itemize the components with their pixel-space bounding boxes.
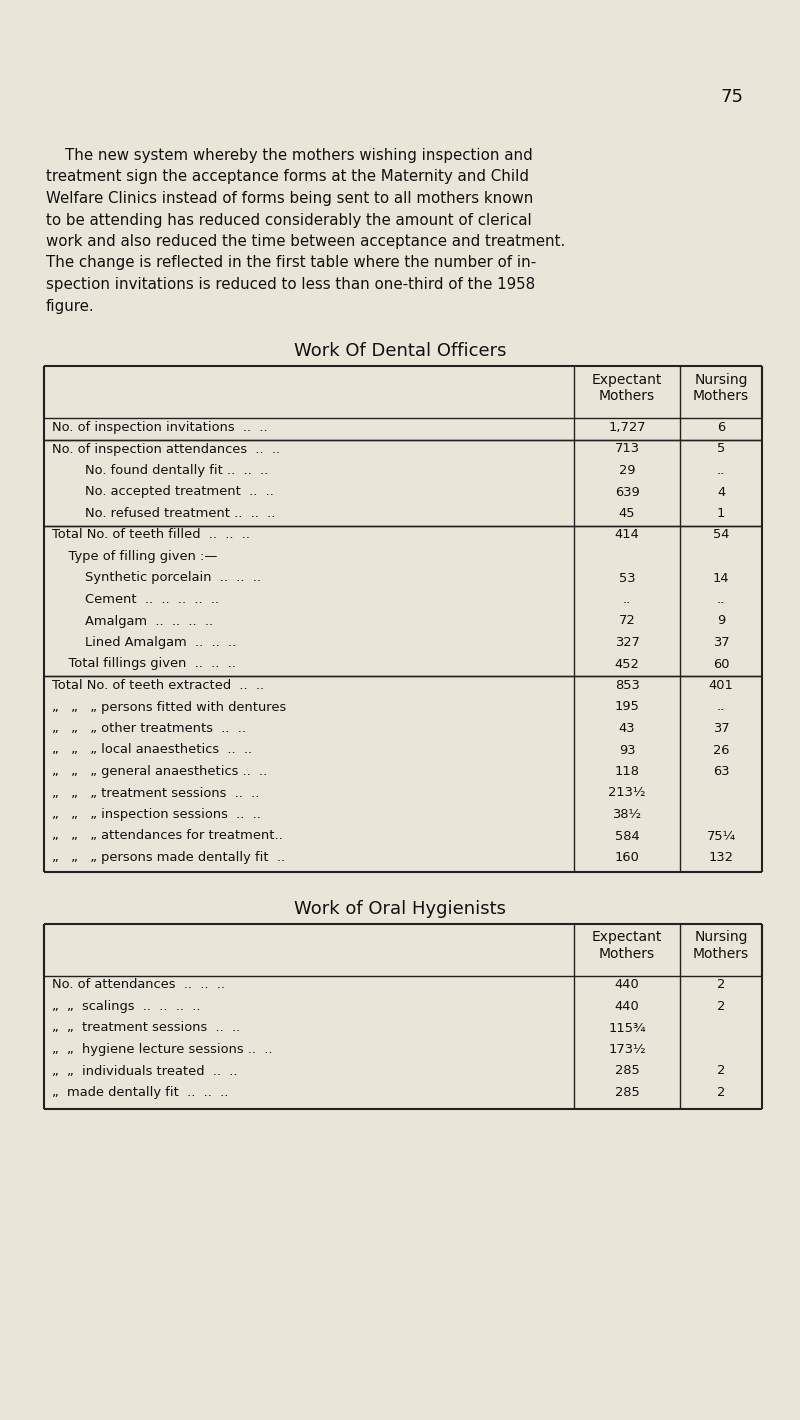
Text: „   „   „ inspection sessions  ..  ..: „ „ „ inspection sessions .. .. [52,808,261,821]
Text: spection invitations is reduced to less than one-third of the 1958: spection invitations is reduced to less … [46,277,535,293]
Text: Total fillings given  ..  ..  ..: Total fillings given .. .. .. [52,657,236,670]
Text: Total No. of teeth extracted  ..  ..: Total No. of teeth extracted .. .. [52,679,264,692]
Text: „  „  hygiene lecture sessions ..  ..: „ „ hygiene lecture sessions .. .. [52,1044,273,1056]
Text: No. of inspection invitations  ..  ..: No. of inspection invitations .. .. [52,420,268,435]
Text: „   „   „ local anaesthetics  ..  ..: „ „ „ local anaesthetics .. .. [52,744,252,757]
Text: The new system whereby the mothers wishing inspection and: The new system whereby the mothers wishi… [46,148,533,163]
Text: 440: 440 [614,978,639,991]
Text: Cement  ..  ..  ..  ..  ..: Cement .. .. .. .. .. [52,594,219,606]
Text: 26: 26 [713,744,730,757]
Text: 2: 2 [717,1000,725,1012]
Text: 452: 452 [614,657,639,670]
Text: Nursing
Mothers: Nursing Mothers [693,930,749,961]
Text: 53: 53 [618,571,635,585]
Text: No. found dentally fit ..  ..  ..: No. found dentally fit .. .. .. [52,464,268,477]
Text: ..: .. [717,464,725,477]
Text: 2: 2 [717,1086,725,1099]
Text: Synthetic porcelain  ..  ..  ..: Synthetic porcelain .. .. .. [52,571,261,585]
Text: No. refused treatment ..  ..  ..: No. refused treatment .. .. .. [52,507,275,520]
Text: 173½: 173½ [608,1044,646,1056]
Text: ..: .. [623,594,631,606]
Text: Expectant
Mothers: Expectant Mothers [592,373,662,403]
Text: 327: 327 [614,636,639,649]
Text: Lined Amalgam  ..  ..  ..: Lined Amalgam .. .. .. [52,636,236,649]
Text: „   „   „ persons made dentally fit  ..: „ „ „ persons made dentally fit .. [52,851,285,863]
Text: 440: 440 [614,1000,639,1012]
Text: Amalgam  ..  ..  ..  ..: Amalgam .. .. .. .. [52,615,213,628]
Text: figure.: figure. [46,298,94,314]
Text: Work of Oral Hygienists: Work of Oral Hygienists [294,899,506,917]
Text: 118: 118 [614,765,639,778]
Text: 60: 60 [713,657,730,670]
Text: 75: 75 [720,88,743,106]
Text: Expectant
Mothers: Expectant Mothers [592,930,662,961]
Text: treatment sign the acceptance forms at the Maternity and Child: treatment sign the acceptance forms at t… [46,169,529,185]
Text: 29: 29 [618,464,635,477]
Text: 2: 2 [717,978,725,991]
Text: 1,727: 1,727 [608,420,646,435]
Text: 1: 1 [717,507,725,520]
Text: 401: 401 [709,679,734,692]
Text: 639: 639 [614,486,639,498]
Text: 132: 132 [709,851,734,863]
Text: 72: 72 [618,615,635,628]
Text: No. of inspection attendances  ..  ..: No. of inspection attendances .. .. [52,443,280,456]
Text: 75¼: 75¼ [706,829,735,842]
Text: „   „   „ general anaesthetics ..  ..: „ „ „ general anaesthetics .. .. [52,765,267,778]
Text: „  „  scalings  ..  ..  ..  ..: „ „ scalings .. .. .. .. [52,1000,201,1012]
Text: „   „   „ attendances for treatment..: „ „ „ attendances for treatment.. [52,829,282,842]
Text: 37: 37 [713,636,730,649]
Text: 45: 45 [618,507,635,520]
Text: 195: 195 [614,700,639,713]
Text: 14: 14 [713,571,730,585]
Text: Type of filling given :—: Type of filling given :— [52,550,218,562]
Text: 37: 37 [713,721,730,736]
Text: „  made dentally fit  ..  ..  ..: „ made dentally fit .. .. .. [52,1086,228,1099]
Text: The change is reflected in the first table where the number of in-: The change is reflected in the first tab… [46,256,536,270]
Text: 285: 285 [614,1086,639,1099]
Text: 584: 584 [614,829,639,842]
Text: Total No. of teeth filled  ..  ..  ..: Total No. of teeth filled .. .. .. [52,528,250,541]
Text: 213½: 213½ [608,787,646,799]
Text: „  „  treatment sessions  ..  ..: „ „ treatment sessions .. .. [52,1021,240,1035]
Text: to be attending has reduced considerably the amount of clerical: to be attending has reduced considerably… [46,213,532,227]
Text: 63: 63 [713,765,730,778]
Text: ..: .. [717,700,725,713]
Text: 9: 9 [717,615,725,628]
Text: 160: 160 [614,851,639,863]
Text: „   „   „ persons fitted with dentures: „ „ „ persons fitted with dentures [52,700,286,713]
Text: „   „   „ other treatments  ..  ..: „ „ „ other treatments .. .. [52,721,246,736]
Text: work and also reduced the time between acceptance and treatment.: work and also reduced the time between a… [46,234,566,248]
Text: Welfare Clinics instead of forms being sent to all mothers known: Welfare Clinics instead of forms being s… [46,192,534,206]
Text: Work Of Dental Officers: Work Of Dental Officers [294,342,506,361]
Text: 43: 43 [618,721,635,736]
Text: 5: 5 [717,443,725,456]
Text: 713: 713 [614,443,639,456]
Text: „   „   „ treatment sessions  ..  ..: „ „ „ treatment sessions .. .. [52,787,259,799]
Text: 115¾: 115¾ [608,1021,646,1035]
Text: 6: 6 [717,420,725,435]
Text: 54: 54 [713,528,730,541]
Text: 38½: 38½ [613,808,642,821]
Text: 4: 4 [717,486,725,498]
Text: No. accepted treatment  ..  ..: No. accepted treatment .. .. [52,486,274,498]
Text: 93: 93 [618,744,635,757]
Text: 2: 2 [717,1065,725,1078]
Text: Nursing
Mothers: Nursing Mothers [693,373,749,403]
Text: 414: 414 [614,528,639,541]
Text: „  „  individuals treated  ..  ..: „ „ individuals treated .. .. [52,1065,238,1078]
Text: ..: .. [717,594,725,606]
Text: 285: 285 [614,1065,639,1078]
Text: 853: 853 [614,679,639,692]
Text: No. of attendances  ..  ..  ..: No. of attendances .. .. .. [52,978,225,991]
